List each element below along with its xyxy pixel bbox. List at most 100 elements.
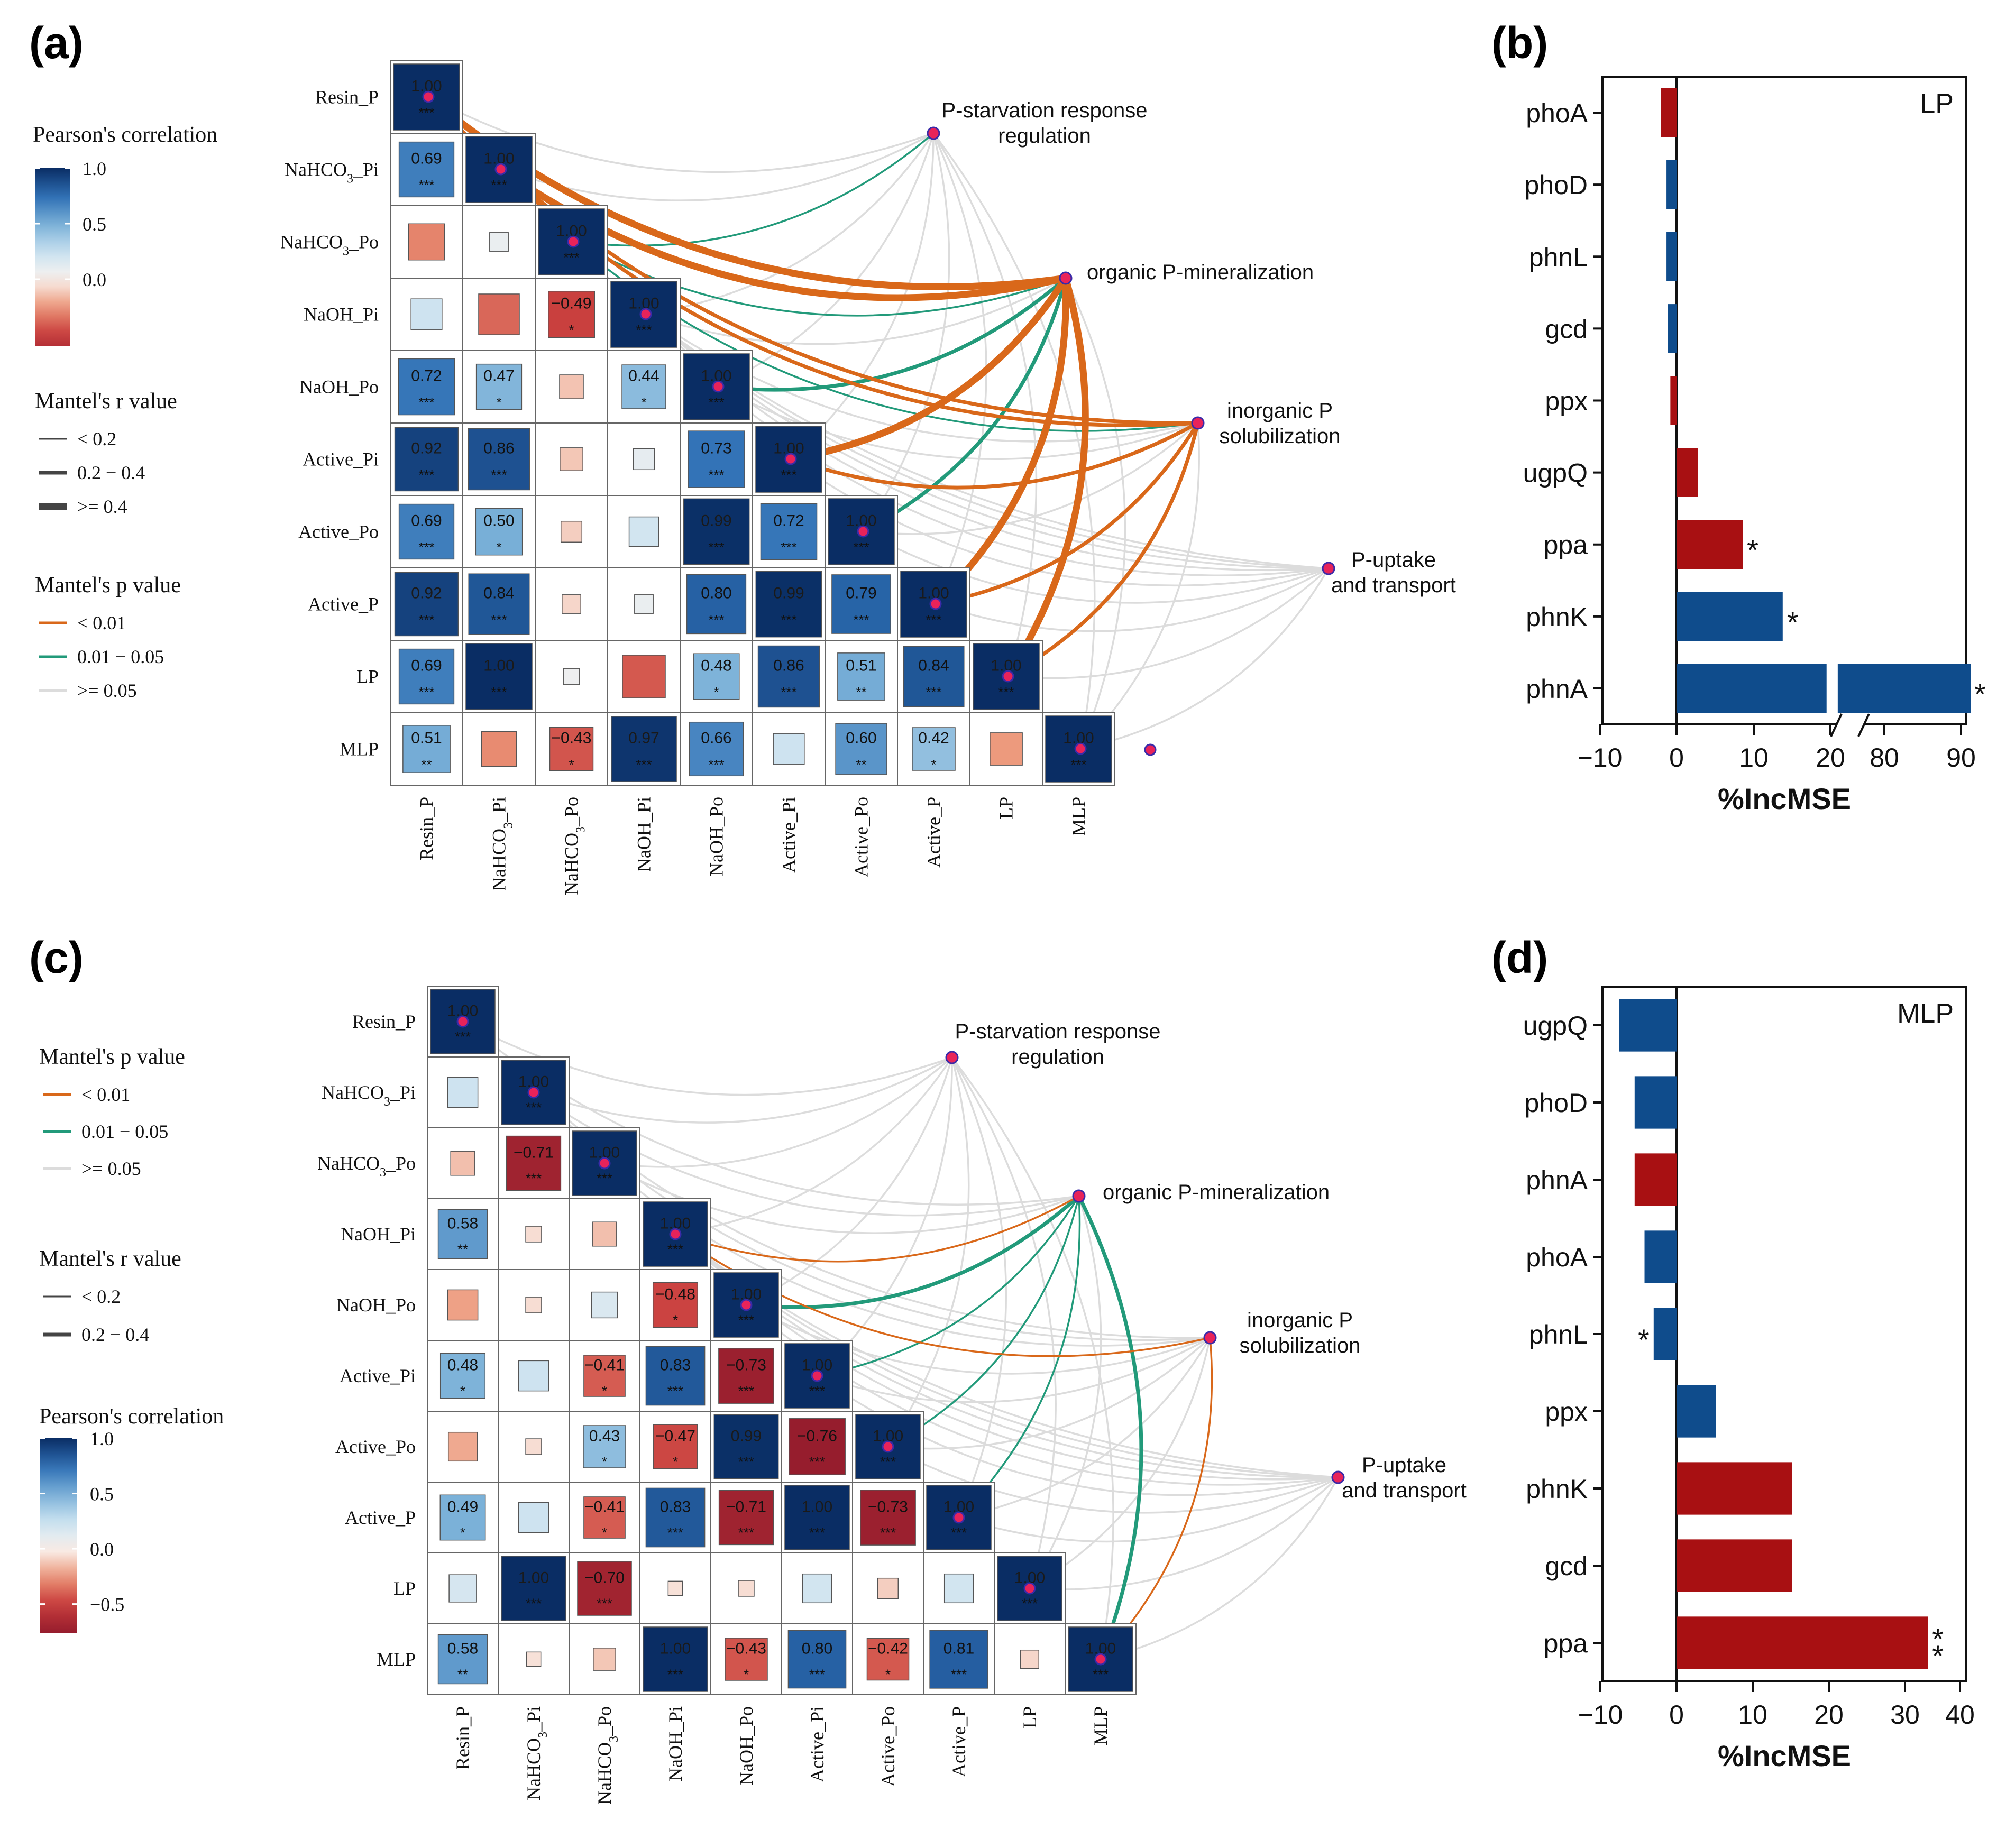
bar: [1666, 160, 1677, 209]
correlation-square: [439, 1494, 486, 1541]
significance-stars: ***: [491, 612, 507, 628]
significance-stars: ***: [418, 105, 434, 121]
correlation-value: 0.99: [773, 585, 804, 602]
significance-stars: ***: [636, 757, 652, 773]
correlation-value: 0.47: [483, 367, 514, 385]
legend-item: < 0.2: [77, 428, 116, 449]
colorbar-label: −0.5: [90, 1594, 124, 1615]
significance-stars: ***: [597, 1596, 612, 1612]
bar: [1677, 664, 1827, 713]
significance-stars: *: [496, 539, 501, 555]
mantel-link: [1079, 567, 1330, 750]
correlation-square: [525, 1438, 542, 1455]
correlation-cells: 1.00***1.00***−0.71***1.00***0.58**1.00*…: [427, 986, 1137, 1695]
correlation-value: 0.51: [411, 730, 442, 747]
bar: [1666, 232, 1677, 281]
correlation-value: 0.97: [628, 730, 659, 747]
correlation-value: 0.72: [411, 367, 442, 385]
row-label: Active_Pi: [340, 1365, 416, 1386]
panel-a: (a) Pearson's correlation 1.0 0.5 0.0 Mantel'…: [29, 18, 1456, 895]
significance-stars: ***: [418, 177, 434, 193]
significance-stars: ***: [491, 177, 507, 193]
correlation-value: −0.41: [584, 1356, 625, 1374]
significance-stars: ***: [926, 612, 941, 628]
correlation-square: [831, 574, 891, 634]
column-label: NaHCO3_Po: [561, 797, 588, 895]
correlation-square: [784, 1485, 850, 1550]
correlation-value: 0.80: [802, 1640, 832, 1657]
correlation-square: [549, 727, 594, 771]
x-tick-label: 0: [1669, 743, 1684, 773]
significance-stars: *: [460, 1383, 465, 1399]
category-label: phoD: [1524, 170, 1588, 200]
correlation-square: [410, 298, 443, 330]
x-tick-label: 40: [1945, 1700, 1975, 1730]
legend-item: 0.2 − 0.4: [81, 1324, 149, 1345]
correlation-square: [489, 232, 509, 252]
legend-item: 0.01 − 0.05: [77, 646, 164, 667]
chart-title: MLP: [1897, 998, 1954, 1029]
row-label: NaOH_Po: [336, 1294, 416, 1316]
row-label: MLP: [377, 1649, 416, 1670]
correlation-square: [447, 1077, 479, 1108]
correlation-square: [577, 1561, 632, 1616]
mantel-link: [533, 1056, 953, 1124]
significance-stars: ***: [708, 612, 724, 628]
correlation-square: [877, 1577, 899, 1599]
correlation-square: [563, 668, 580, 685]
correlation-square: [760, 503, 818, 560]
significance-stars: ***: [563, 250, 579, 265]
category-label: phoA: [1526, 98, 1588, 128]
category-label: phnA: [1526, 1165, 1588, 1195]
colorbar-label: 0.0: [83, 269, 106, 290]
x-tick-label: 90: [1946, 743, 1976, 773]
column-label: LP: [996, 797, 1017, 819]
mantel-link: [951, 1056, 1007, 1519]
column-label: NaHCO3_Po: [594, 1706, 621, 1805]
group-label: solubilization: [1239, 1334, 1360, 1357]
correlation-square: [583, 1496, 626, 1539]
correlation-square: [866, 1638, 910, 1681]
x-tick-label: 20: [1816, 743, 1845, 773]
x-axis-title: %IncMSE: [1718, 1739, 1851, 1772]
x-tick-label: 80: [1870, 743, 1899, 773]
mantel-link: [717, 385, 1199, 460]
significance-stars: ***: [1070, 757, 1086, 773]
significance-stars: *: [885, 1667, 891, 1682]
category-label: phnK: [1526, 602, 1588, 632]
significance-stars: **: [856, 757, 866, 773]
correlation-square: [943, 1573, 974, 1604]
significance-stars: ***: [708, 467, 724, 483]
mantel-link: [887, 1446, 1339, 1514]
correlation-value: 0.86: [773, 657, 804, 675]
row-label: Active_Po: [335, 1436, 416, 1457]
significance-stars: *: [931, 757, 936, 773]
significance-stars: ***: [951, 1667, 967, 1682]
group-label: inorganic P: [1247, 1309, 1353, 1332]
column-label: MLP: [1068, 797, 1089, 836]
bar-significance: *: [1747, 534, 1758, 567]
group-label: solubilization: [1219, 425, 1340, 448]
significance-stars: ***: [809, 1525, 825, 1541]
significance-stars: ***: [418, 539, 434, 555]
correlation-square: [645, 1346, 706, 1406]
group-label: organic P-mineralization: [1103, 1181, 1330, 1204]
correlation-square: [802, 1573, 832, 1604]
mantel-link: [790, 132, 935, 460]
correlation-square: [398, 358, 455, 416]
significance-stars: ***: [880, 1525, 896, 1541]
significance-stars: **: [457, 1242, 468, 1257]
correlation-value: −0.43: [726, 1640, 766, 1657]
colorbar-label: 1.0: [83, 158, 106, 179]
correlation-square: [562, 594, 581, 614]
correlation-square: [755, 571, 822, 638]
correlation-square: [718, 1348, 774, 1404]
panel-label: (c): [29, 933, 84, 982]
correlation-square: [1020, 1649, 1040, 1669]
group-node: [927, 126, 940, 140]
row-label: NaHCO3_Po: [317, 1153, 416, 1180]
mantel-link: [887, 1195, 1080, 1448]
correlation-square: [506, 1135, 562, 1191]
correlation-square: [402, 725, 451, 773]
